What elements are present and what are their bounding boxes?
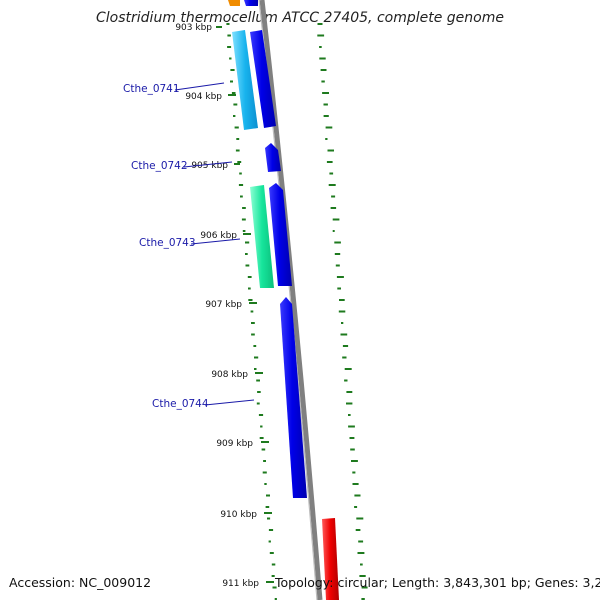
genome-backbone bbox=[259, 0, 323, 600]
gene-cthe-0742 bbox=[265, 143, 281, 172]
map-title: Clostridium thermocellum ATCC 27405, com… bbox=[96, 10, 504, 26]
gene-top-blue bbox=[244, 0, 258, 6]
leader-cthe-0741 bbox=[174, 82, 225, 91]
tick-906kbp: 906 kbp bbox=[200, 231, 237, 241]
leader-cthe-0743 bbox=[190, 238, 241, 245]
label-cthe-0744: Cthe_0744 bbox=[152, 398, 209, 410]
tick-909kbp: 909 kbp bbox=[216, 439, 253, 449]
gene-cthe-0743 bbox=[250, 185, 274, 288]
accession-label: Accession: NC_009012 bbox=[9, 575, 152, 590]
tick-908kbp: 908 kbp bbox=[211, 370, 248, 380]
gene-forward-3 bbox=[269, 183, 292, 286]
kbp-ticks bbox=[216, 26, 274, 583]
tick-904kbp: 904 kbp bbox=[185, 92, 222, 102]
label-cthe-0741: Cthe_0741 bbox=[123, 83, 180, 95]
gene-top-orange bbox=[228, 0, 240, 6]
summary-label: Topology: circular; Length: 3,843,301 bp… bbox=[275, 575, 600, 590]
tick-910kbp: 910 kbp bbox=[220, 510, 257, 520]
tick-903kbp: 903 kbp bbox=[175, 23, 212, 33]
gene-cthe-0741 bbox=[232, 30, 258, 130]
tick-905kbp: 905 kbp bbox=[191, 161, 228, 171]
gc-track-left bbox=[226, 23, 277, 600]
tick-907kbp: 907 kbp bbox=[205, 300, 242, 310]
gene-cthe-0744 bbox=[280, 297, 307, 498]
leader-cthe-0742 bbox=[183, 161, 233, 168]
label-cthe-0742: Cthe_0742 bbox=[131, 160, 188, 172]
leader-cthe-0744 bbox=[204, 399, 255, 406]
tick-911kbp: 911 kbp bbox=[222, 579, 259, 589]
label-cthe-0743: Cthe_0743 bbox=[139, 237, 196, 249]
gene-red bbox=[322, 518, 339, 600]
gene-forward-1 bbox=[250, 30, 276, 128]
gc-track-right bbox=[317, 23, 368, 600]
